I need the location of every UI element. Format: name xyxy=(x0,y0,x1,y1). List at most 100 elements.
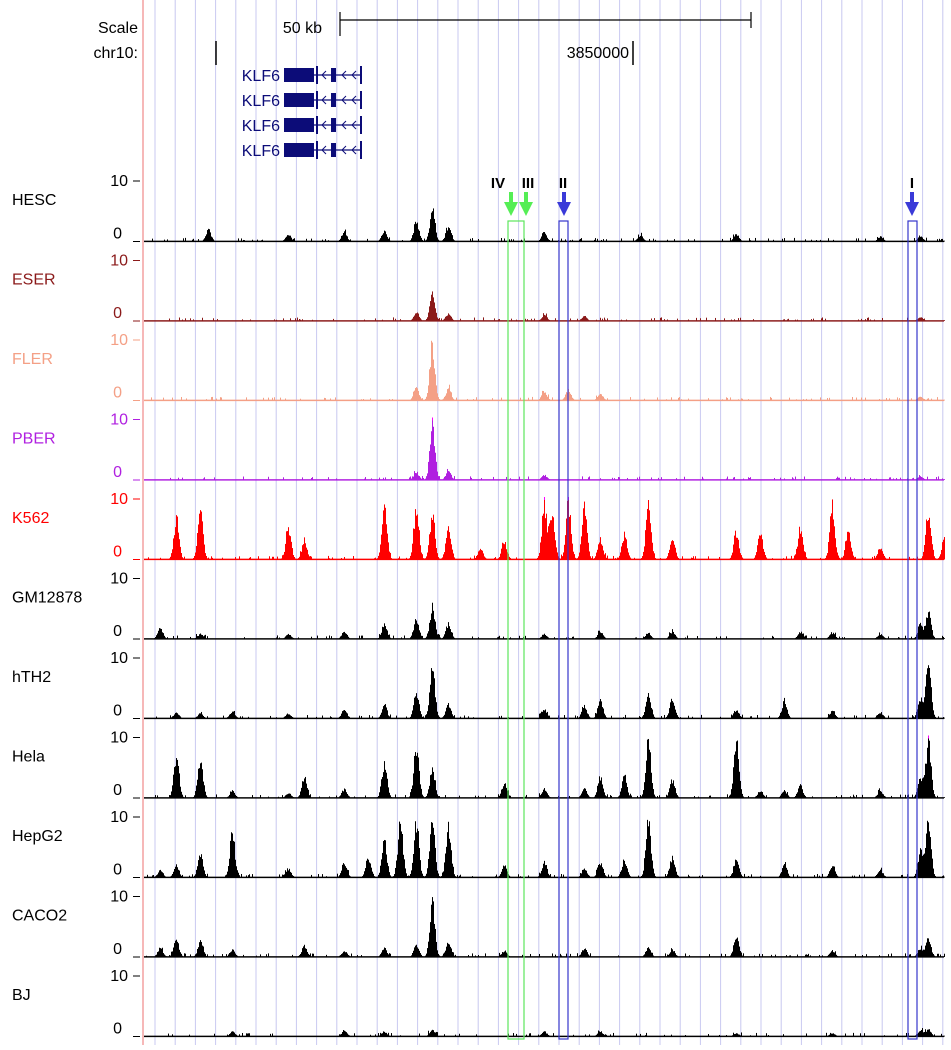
signal-bar xyxy=(307,550,308,560)
signal-bar xyxy=(205,553,206,559)
gene-exon xyxy=(284,68,314,82)
signal-bar xyxy=(382,627,383,639)
signal-bar xyxy=(387,631,388,639)
signal-bar xyxy=(764,552,765,560)
gene-exon xyxy=(316,116,318,134)
signal-bar xyxy=(210,232,211,241)
signal-bar xyxy=(416,313,417,321)
signal-bar xyxy=(740,553,741,559)
track-max-label: 10 xyxy=(110,332,128,349)
signal-bar xyxy=(601,394,602,400)
signal-bar xyxy=(585,516,586,560)
track-min-label: 0 xyxy=(113,305,122,322)
signal-bar xyxy=(545,635,546,639)
signal-bar xyxy=(579,553,580,560)
signal-bar xyxy=(417,223,418,242)
signal-bar xyxy=(564,545,565,560)
signal-bar xyxy=(208,229,209,242)
signal-bar xyxy=(565,535,566,559)
signal-bar xyxy=(449,228,450,241)
signal-bar xyxy=(451,475,452,480)
signal-bar xyxy=(920,623,921,639)
track-min-label: 0 xyxy=(113,385,122,402)
signal-bar xyxy=(622,543,623,560)
signal-bar xyxy=(757,545,758,559)
signal-bar xyxy=(541,395,542,400)
signal-bar xyxy=(160,629,161,639)
signal-bar xyxy=(668,553,669,559)
signal-bar xyxy=(734,236,735,241)
signal-bar xyxy=(434,302,435,321)
signal-bar xyxy=(501,549,502,560)
signal-bar xyxy=(437,634,438,639)
signal-bar xyxy=(436,629,437,639)
signal-bar xyxy=(289,535,290,559)
signal-bar xyxy=(416,516,417,560)
signal-bar xyxy=(796,549,797,560)
signal-bar xyxy=(447,389,448,400)
track-signal xyxy=(144,665,945,718)
gene-exon xyxy=(284,118,314,132)
signal-bar xyxy=(416,387,417,400)
signal-bar xyxy=(625,538,626,560)
signal-bar xyxy=(449,626,450,639)
signal-bar xyxy=(563,552,564,559)
signal-bar xyxy=(435,453,436,480)
signal-bar xyxy=(918,627,919,639)
signal-bar xyxy=(544,393,545,401)
signal-bar xyxy=(436,548,437,559)
signal-bar xyxy=(849,533,850,560)
gene-exon xyxy=(331,118,336,132)
gene-label: KLF6 xyxy=(242,143,280,160)
signal-bar xyxy=(416,473,417,480)
signal-bar xyxy=(880,236,881,241)
signal-bar xyxy=(300,551,301,559)
signal-bar xyxy=(195,553,196,560)
signal-bar xyxy=(429,369,430,400)
signal-bar xyxy=(413,528,414,559)
signal-bar xyxy=(546,235,547,241)
signal-bar xyxy=(653,551,654,559)
signal-bar xyxy=(733,235,734,242)
signal-bar xyxy=(445,317,446,321)
signal-bar xyxy=(431,431,432,480)
signal-bar xyxy=(433,208,434,241)
signal-bar xyxy=(830,634,831,639)
signal-bar xyxy=(601,544,602,559)
signal-bar xyxy=(432,603,433,639)
signal-bar xyxy=(205,635,206,639)
signal-bar xyxy=(883,554,884,560)
signal-bar xyxy=(542,391,543,401)
signal-bar xyxy=(446,316,447,321)
signal-bar xyxy=(347,635,348,639)
signal-bar xyxy=(285,544,286,560)
signal-bar xyxy=(479,550,480,559)
signal-bar xyxy=(283,555,284,560)
signal-bar xyxy=(802,634,803,639)
signal-bar xyxy=(428,385,429,400)
signal-bar xyxy=(435,308,436,321)
signal-bar xyxy=(345,230,346,242)
track-max-label: 10 xyxy=(110,173,128,190)
signal-bar xyxy=(446,538,447,560)
signal-bar xyxy=(289,236,290,242)
signal-bar xyxy=(548,394,549,400)
signal-bar xyxy=(176,713,177,719)
signal-bar xyxy=(158,631,159,639)
signal-bar xyxy=(419,317,420,321)
signal-bar xyxy=(760,536,761,560)
signal-bar xyxy=(587,533,588,560)
signal-bar xyxy=(434,446,435,480)
signal-bar xyxy=(765,555,766,559)
signal-bar xyxy=(877,237,878,242)
signal-bar xyxy=(550,520,551,559)
signal-bar xyxy=(803,633,804,639)
signal-bar xyxy=(178,533,179,560)
chrom-label: chr10: xyxy=(94,45,138,62)
signal-bar xyxy=(478,551,479,559)
signal-bar xyxy=(929,518,930,560)
signal-bar xyxy=(436,462,437,480)
signal-bar xyxy=(649,510,650,559)
signal-bar xyxy=(541,537,542,560)
